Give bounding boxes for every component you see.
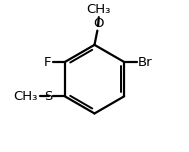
Text: O: O [93,17,103,30]
Text: Br: Br [138,55,153,69]
Text: CH₃: CH₃ [87,3,111,16]
Text: F: F [44,55,52,69]
Text: S: S [44,90,52,103]
Text: CH₃: CH₃ [13,90,38,103]
